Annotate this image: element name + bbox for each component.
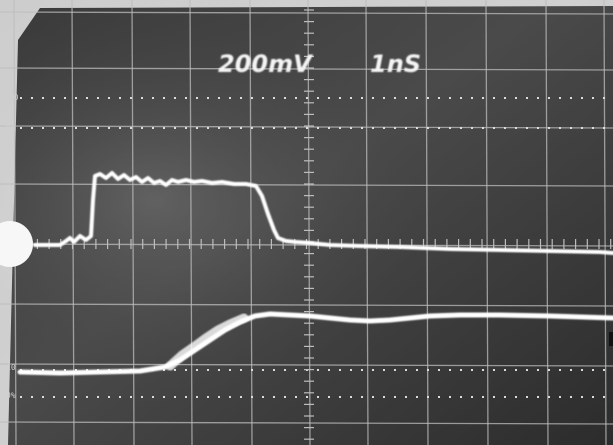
pulse-trace bbox=[33, 171, 613, 255]
graticule-horizontal-line bbox=[0, 421, 613, 425]
graticule-horizontal-line bbox=[0, 67, 613, 71]
graticule-horizontal-line bbox=[0, 303, 613, 307]
graticule-vertical-line bbox=[307, 0, 311, 445]
graticule-horizontal-line bbox=[0, 11, 613, 15]
trace-position-marker bbox=[0, 221, 33, 267]
graticule-horizontal-line bbox=[0, 183, 613, 187]
step-trace bbox=[17, 311, 613, 376]
reticle-label-10: 10 bbox=[6, 363, 16, 372]
graticule-vertical-line bbox=[485, 0, 489, 445]
step-trace-noise bbox=[165, 313, 249, 371]
time-per-div-readout: 1nS bbox=[370, 50, 421, 78]
reticle-label-100: 100 bbox=[4, 93, 19, 102]
volts-per-div-readout: 200mV bbox=[218, 50, 314, 78]
reticle-label-90: 90 bbox=[6, 124, 16, 133]
graticule-vertical-line bbox=[545, 0, 549, 445]
graticule-vertical-line bbox=[365, 0, 369, 445]
reticle-label-0: 0% bbox=[6, 391, 16, 400]
graticule-vertical-line bbox=[603, 0, 607, 445]
right-edge-marker bbox=[609, 332, 613, 346]
graticule-horizontal-line bbox=[0, 363, 613, 367]
graticule-vertical-line bbox=[189, 0, 193, 445]
